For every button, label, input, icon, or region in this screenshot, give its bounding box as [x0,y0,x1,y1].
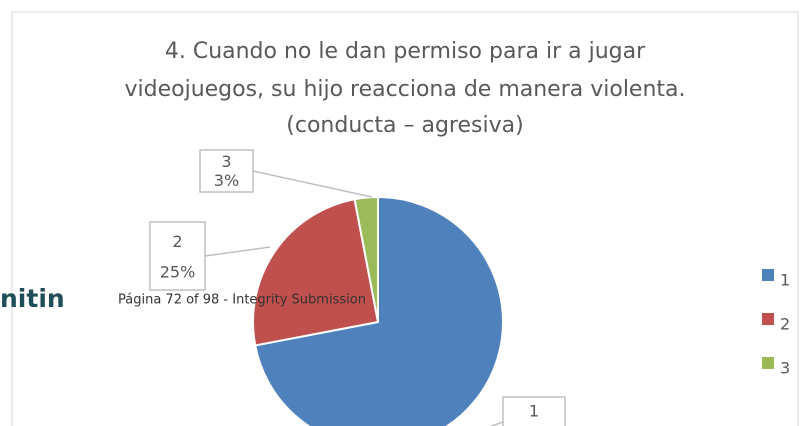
pie-slice [254,195,504,426]
data-label-category: 1 [529,402,539,421]
legend-swatch [762,357,774,369]
chart-title: 4. Cuando no le dan permiso para ir a ju… [165,39,646,64]
legend-swatch [762,313,774,325]
data-label-category: 2 [172,232,182,251]
data-label-value: 25% [160,263,196,282]
data-label-value: 3% [214,171,239,190]
pie [252,195,504,426]
leader-line [252,170,373,198]
legend: 1 2 3 [762,269,790,378]
legend-label: 3 [780,359,790,378]
chart-title: (conducta – agresiva) [286,113,523,138]
legend-swatch [762,269,774,281]
leader-line [489,421,504,426]
label-box [502,396,566,426]
pie-slice [252,198,380,347]
footer-text: Página 72 of 98 - Integrity Submission [118,293,366,308]
chart-title: videojuegos, su hijo reacciona de manera… [124,77,685,102]
data-labels: 1 2 25% 33% [149,149,566,426]
legend-label: 2 [780,315,790,334]
pie-slice [353,195,379,323]
label-box [149,221,206,291]
logo: nitin [0,284,65,313]
legend-label: 1 [780,271,790,290]
label-box [199,149,254,193]
data-label-category: 3 [221,152,231,171]
leader-line [204,246,271,257]
